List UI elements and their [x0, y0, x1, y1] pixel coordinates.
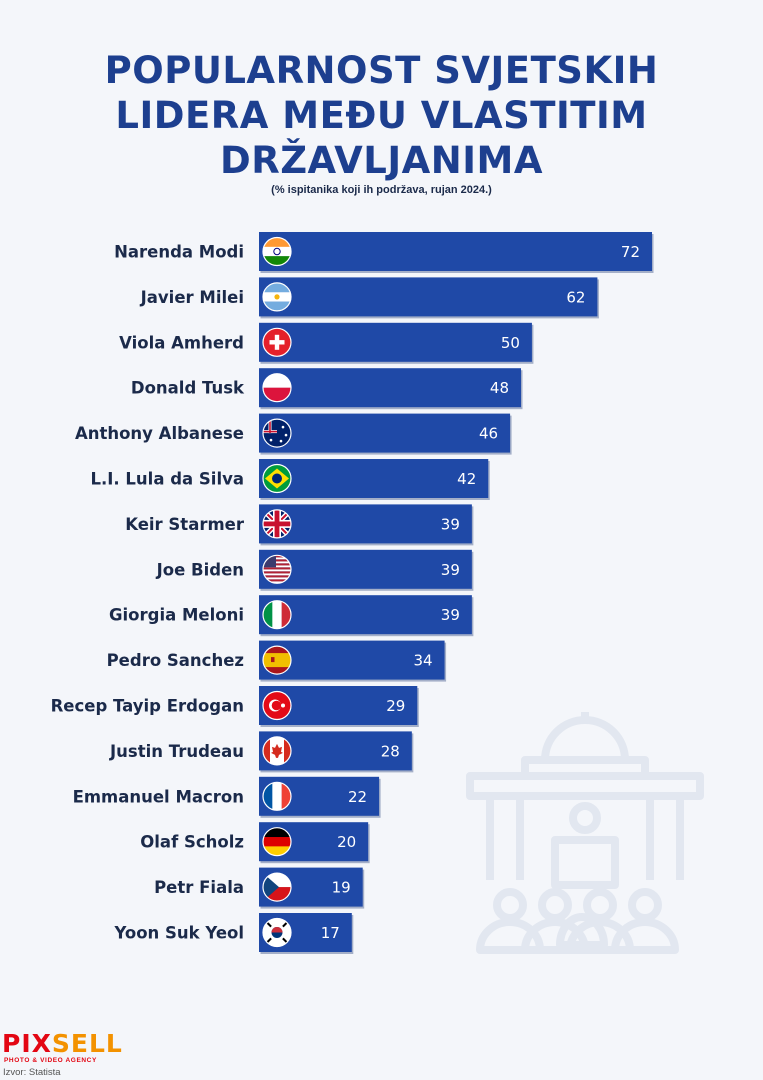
- bar: [259, 459, 489, 498]
- bar-row: Petr Fiala 19: [154, 867, 365, 909]
- bar-row: Yoon Suk Yeol 17: [113, 913, 354, 954]
- bar-value-label: 48: [490, 379, 509, 397]
- category-label: Petr Fiala: [154, 878, 244, 897]
- bar-row: Justin Trudeau 28: [109, 731, 414, 773]
- bar-value-label: 50: [501, 334, 520, 352]
- logo-tagline: PHOTO & VIDEO AGENCY: [4, 1057, 97, 1064]
- bar-row: Giorgia Meloni 39: [109, 595, 474, 637]
- bar: [259, 595, 472, 635]
- category-label: Keir Starmer: [125, 515, 245, 534]
- argentina-flag-icon: [262, 282, 292, 312]
- bar-row: Recep Tayip Erdogan 29: [51, 686, 419, 727]
- bar-value-label: 42: [457, 470, 476, 488]
- italy-flag-icon: [262, 600, 292, 630]
- bar-value-label: 22: [348, 788, 367, 806]
- bar-row: L.I. Lula da Silva 42: [90, 459, 490, 500]
- canada-flag-icon: [262, 736, 292, 766]
- bar: [259, 549, 472, 589]
- bar-value-label: 39: [441, 515, 460, 533]
- bar-value-label: 19: [332, 879, 351, 897]
- category-label: Emmanuel Macron: [73, 787, 244, 806]
- bar-row: Javier Milei 62: [140, 277, 599, 319]
- france-flag-icon: [262, 781, 292, 811]
- switzerland-flag-icon: [262, 327, 292, 357]
- parliament-illustration-icon: [466, 712, 704, 954]
- bar-row: Pedro Sanchez 34: [107, 640, 447, 682]
- title-line-1: POPULARNOST SVJETSKIH: [104, 49, 659, 92]
- category-label: Donald Tusk: [131, 379, 245, 398]
- bar-row: Emmanuel Macron 22: [73, 776, 381, 818]
- brazil-flag-icon: [262, 463, 292, 494]
- germany-flag-icon: [262, 827, 292, 857]
- bar: [259, 277, 598, 317]
- bar-row: Donald Tusk 48: [131, 368, 523, 410]
- uk-flag-icon: [262, 509, 292, 539]
- bar-value-label: 28: [381, 742, 400, 760]
- category-label: Giorgia Meloni: [109, 606, 244, 625]
- category-label: Javier Milei: [140, 288, 244, 307]
- category-label: Pedro Sanchez: [107, 651, 244, 670]
- bar-value-label: 62: [566, 288, 585, 306]
- logo-text-sell: SELL: [51, 1029, 123, 1058]
- category-label: Justin Trudeau: [109, 742, 244, 761]
- title-line-2: LIDERA MEĐU VLASTITIM: [115, 94, 648, 137]
- bar-value-label: 34: [413, 652, 432, 670]
- category-label: Recep Tayip Erdogan: [51, 697, 244, 716]
- category-label: L.I. Lula da Silva: [90, 470, 244, 489]
- bar-value-label: 20: [337, 833, 356, 851]
- usa-flag-icon: [262, 554, 292, 584]
- chart-subtitle: (% ispitanika koji ih podržava, rujan 20…: [271, 184, 492, 196]
- category-label: Olaf Scholz: [140, 833, 244, 852]
- india-flag-icon: [262, 236, 292, 267]
- bar-row: Keir Starmer 39: [125, 504, 474, 546]
- bar-row: Viola Amherd 50: [119, 322, 534, 364]
- bar-row: Anthony Albanese 46: [75, 413, 512, 455]
- bar-row: Narenda Modi 72: [114, 232, 654, 273]
- bar-value-label: 72: [621, 243, 640, 261]
- bar: [259, 322, 532, 362]
- bar: [259, 232, 652, 271]
- czechia-flag-icon: [262, 872, 292, 902]
- source-note: Izvor: Statista: [3, 1067, 61, 1078]
- category-label: Viola Amherd: [119, 333, 244, 352]
- category-label: Narenda Modi: [114, 243, 244, 262]
- pixsell-logo: PIXSELL: [2, 1030, 123, 1058]
- turkey-flag-icon: [262, 690, 292, 721]
- bar-row: Olaf Scholz 20: [140, 822, 370, 864]
- category-label: Yoon Suk Yeol: [113, 924, 244, 943]
- australia-flag-icon: [262, 418, 292, 448]
- bar-value-label: 39: [441, 606, 460, 624]
- bar-value-label: 39: [441, 561, 460, 579]
- south-korea-flag-icon: [262, 917, 292, 948]
- bar-row: Joe Biden 39: [156, 549, 474, 591]
- bar-value-label: 46: [479, 425, 498, 443]
- bar: [259, 413, 511, 453]
- bar-value-label: 17: [321, 924, 340, 942]
- spain-flag-icon: [262, 645, 292, 675]
- category-label: Joe Biden: [156, 560, 244, 579]
- category-label: Anthony Albanese: [75, 424, 244, 443]
- poland-flag-icon: [262, 373, 292, 403]
- logo-text-pix: PIX: [2, 1029, 52, 1058]
- bar-value-label: 29: [386, 697, 405, 715]
- bar: [259, 504, 472, 544]
- bar: [259, 368, 521, 408]
- title-line-3: DRŽAVLJANIMA: [220, 139, 543, 182]
- chart-title: POPULARNOST SVJETSKIH LIDERA MEĐU VLASTI…: [0, 48, 763, 183]
